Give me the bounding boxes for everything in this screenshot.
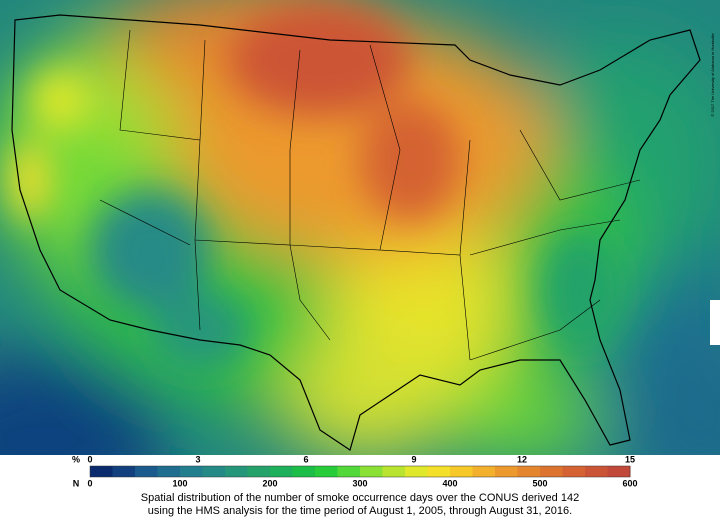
colorbar-segment — [135, 466, 158, 477]
percent-tick-label: 6 — [303, 454, 308, 464]
percent-label: % — [72, 454, 80, 464]
count-tick-label: 500 — [532, 478, 547, 488]
colorbar-segment — [382, 466, 406, 477]
percent-tick-label: 9 — [411, 454, 416, 464]
colorbar-segment — [607, 466, 631, 477]
colorbar-segment — [495, 466, 518, 477]
count-tick-label: 400 — [442, 478, 457, 488]
state-borders — [99, 29, 641, 361]
colorbar-frame — [89, 465, 631, 478]
colorbar-segment — [315, 466, 338, 477]
count-tick-label: 600 — [622, 478, 637, 488]
percent-tick-label: 15 — [625, 454, 635, 464]
colorbar-segment — [472, 466, 496, 477]
colorbar-segment — [337, 466, 361, 477]
percent-tick-label: 0 — [87, 454, 92, 464]
colorbar-segment — [247, 466, 271, 477]
count-tick-label: 200 — [262, 478, 277, 488]
colorbar-segment — [157, 466, 181, 477]
colorbar-segment — [90, 466, 113, 477]
count-label: N — [73, 478, 80, 488]
us-outline — [11, 14, 701, 451]
colorbar-segment — [202, 466, 226, 477]
colorbar-segment — [225, 466, 248, 477]
percent-tick-label: 12 — [517, 454, 527, 464]
colorbar-segment — [450, 466, 473, 477]
colorbar-segment — [562, 466, 586, 477]
percent-tick-label: 3 — [195, 454, 200, 464]
caption-line: Spatial distribution of the number of sm… — [141, 492, 579, 504]
colorbar-segment — [427, 466, 451, 477]
colorbar-segment — [540, 466, 563, 477]
count-tick-label: 300 — [352, 478, 367, 488]
count-tick-label: 100 — [172, 478, 187, 488]
colorbar-segment — [112, 466, 136, 477]
credit: © 2017 The University of Alabama in Hunt… — [710, 33, 715, 117]
caption-line: using the HMS analysis for the time peri… — [148, 505, 572, 517]
count-tick-label: 0 — [87, 478, 92, 488]
colorbar-segment — [360, 466, 383, 477]
colorbar-segment — [292, 466, 316, 477]
colorbar-segment — [180, 466, 203, 477]
edge-patch — [710, 300, 720, 345]
colorbar-segment — [405, 466, 428, 477]
colorbar-segment — [517, 466, 541, 477]
heat-peaks — [10, 5, 620, 370]
colorbar-segment — [585, 466, 608, 477]
colorbar-segment — [270, 466, 293, 477]
